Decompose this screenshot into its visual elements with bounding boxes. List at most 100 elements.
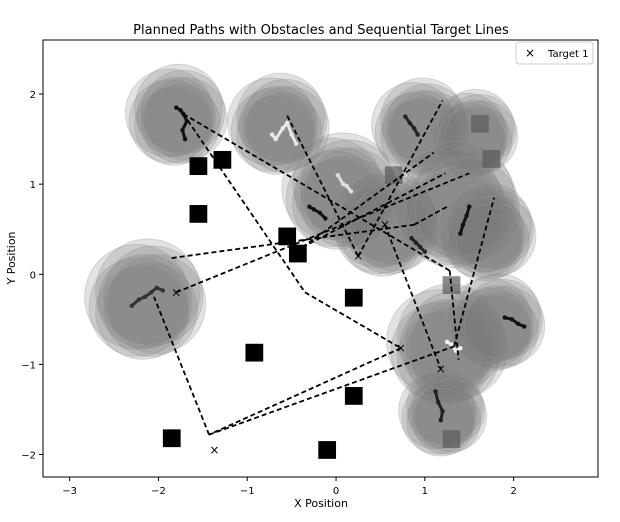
cloud-circle bbox=[95, 238, 201, 345]
cloud-circle bbox=[385, 289, 492, 395]
cloud-circle bbox=[455, 273, 541, 359]
trajectory-point bbox=[413, 240, 419, 245]
obstacle-square bbox=[245, 343, 264, 362]
target-markers: × × × × × × bbox=[171, 218, 446, 457]
x-tick-label: 0 bbox=[333, 486, 339, 497]
obstacles bbox=[162, 114, 501, 459]
chart-title: Planned Paths with Obstacles and Sequent… bbox=[133, 23, 509, 38]
x-tick-label: −2 bbox=[151, 486, 166, 497]
trajectory-point bbox=[458, 345, 463, 351]
trajectory-point bbox=[515, 321, 521, 327]
trajectory-point bbox=[467, 204, 472, 209]
cloud-circle bbox=[391, 146, 503, 258]
y-tick-label: −1 bbox=[21, 360, 36, 371]
trajectory-point bbox=[136, 297, 142, 302]
trajectory-point bbox=[154, 285, 159, 290]
cloud-circle bbox=[457, 285, 535, 363]
uncertainty-clouds bbox=[84, 63, 546, 457]
cloud-circle bbox=[302, 147, 400, 245]
trajectory-point bbox=[293, 141, 299, 146]
trajectory-point bbox=[307, 204, 312, 209]
cloud-circle bbox=[403, 140, 515, 252]
target-path-line bbox=[413, 205, 448, 226]
y-axis-label: Y Position bbox=[5, 231, 18, 285]
target-path-line bbox=[182, 113, 306, 293]
legend-marker: × bbox=[525, 46, 535, 60]
trajectory-point bbox=[418, 245, 423, 250]
cloud-circle bbox=[134, 86, 214, 166]
target-path-line bbox=[304, 291, 402, 349]
obstacle-square bbox=[213, 150, 232, 169]
trajectory-point bbox=[273, 136, 278, 142]
target-x-marker: × bbox=[209, 443, 219, 457]
x-axis-ticks: −3 −2 −1 0 1 2 bbox=[62, 477, 517, 497]
cloud-circle bbox=[230, 88, 315, 173]
cloud-circle bbox=[243, 78, 328, 163]
x-tick-label: −1 bbox=[240, 486, 255, 497]
cloud-circle bbox=[128, 79, 213, 164]
cloud-circle bbox=[462, 292, 539, 369]
target-path-line bbox=[453, 197, 495, 347]
trajectory-point bbox=[160, 288, 166, 293]
legend: × Target 1 bbox=[515, 41, 594, 65]
cloud-circle bbox=[103, 245, 204, 346]
trajectory-line bbox=[445, 340, 462, 353]
trajectory-point bbox=[458, 231, 463, 236]
y-axis-ticks: −2 −1 0 1 2 bbox=[21, 90, 43, 461]
target-path-line bbox=[153, 296, 210, 435]
trajectory-point bbox=[174, 105, 179, 110]
target-path-line bbox=[208, 347, 402, 436]
trajectory-point bbox=[403, 114, 408, 119]
cloud-circle bbox=[97, 254, 193, 349]
trajectory-point bbox=[411, 126, 417, 131]
obstacle-square bbox=[344, 387, 363, 405]
trajectory-point bbox=[438, 418, 444, 423]
cloud-circle bbox=[285, 150, 383, 248]
trajectory-point bbox=[509, 317, 515, 322]
y-tick-label: 2 bbox=[30, 90, 36, 101]
cloud-circle bbox=[406, 157, 506, 257]
cloud-circle bbox=[455, 195, 537, 277]
cloud-circle bbox=[227, 77, 316, 167]
trajectory-point bbox=[289, 132, 294, 137]
trajectory-point bbox=[407, 120, 412, 126]
trajectory-point bbox=[433, 389, 438, 394]
obstacle-square bbox=[288, 244, 307, 263]
trajectory-point bbox=[129, 303, 134, 309]
cloud-circle bbox=[446, 277, 532, 363]
cloud-circle bbox=[95, 265, 190, 360]
target-x-marker: × bbox=[171, 285, 181, 299]
trajectory-point bbox=[335, 172, 341, 178]
trajectory-point bbox=[323, 216, 328, 221]
cloud-circle bbox=[412, 385, 482, 455]
obstacle-square bbox=[471, 114, 489, 133]
target-path-line bbox=[286, 115, 360, 257]
trajectory-point bbox=[149, 290, 154, 295]
cloud-circle bbox=[405, 307, 500, 403]
cloud-circle bbox=[379, 77, 466, 163]
trajectory-point bbox=[340, 181, 346, 187]
trajectory-point bbox=[409, 236, 414, 241]
cloud-circle bbox=[453, 188, 535, 270]
trajectory-point bbox=[348, 189, 354, 194]
trajectory-point bbox=[415, 132, 420, 137]
cloud-circle bbox=[446, 182, 532, 269]
trajectory-line bbox=[458, 205, 471, 236]
cloud-circle bbox=[398, 372, 476, 450]
trajectory-line bbox=[403, 115, 420, 137]
trajectory-point bbox=[449, 342, 454, 347]
obstacle-square bbox=[318, 441, 337, 459]
trajectories bbox=[129, 105, 527, 423]
cloud-circle bbox=[446, 204, 524, 281]
target-x-marker: × bbox=[353, 249, 363, 263]
cloud-circle bbox=[141, 83, 221, 164]
obstacle-square bbox=[384, 166, 403, 185]
legend-entry: Target 1 bbox=[547, 49, 588, 60]
cloud-circle bbox=[136, 76, 216, 157]
cloud-circle bbox=[382, 90, 459, 167]
cloud-circle bbox=[462, 278, 544, 360]
cloud-circle bbox=[414, 379, 488, 453]
cloud-circle bbox=[455, 294, 532, 372]
cloud-circle bbox=[236, 95, 316, 175]
target-path-line bbox=[448, 270, 460, 360]
